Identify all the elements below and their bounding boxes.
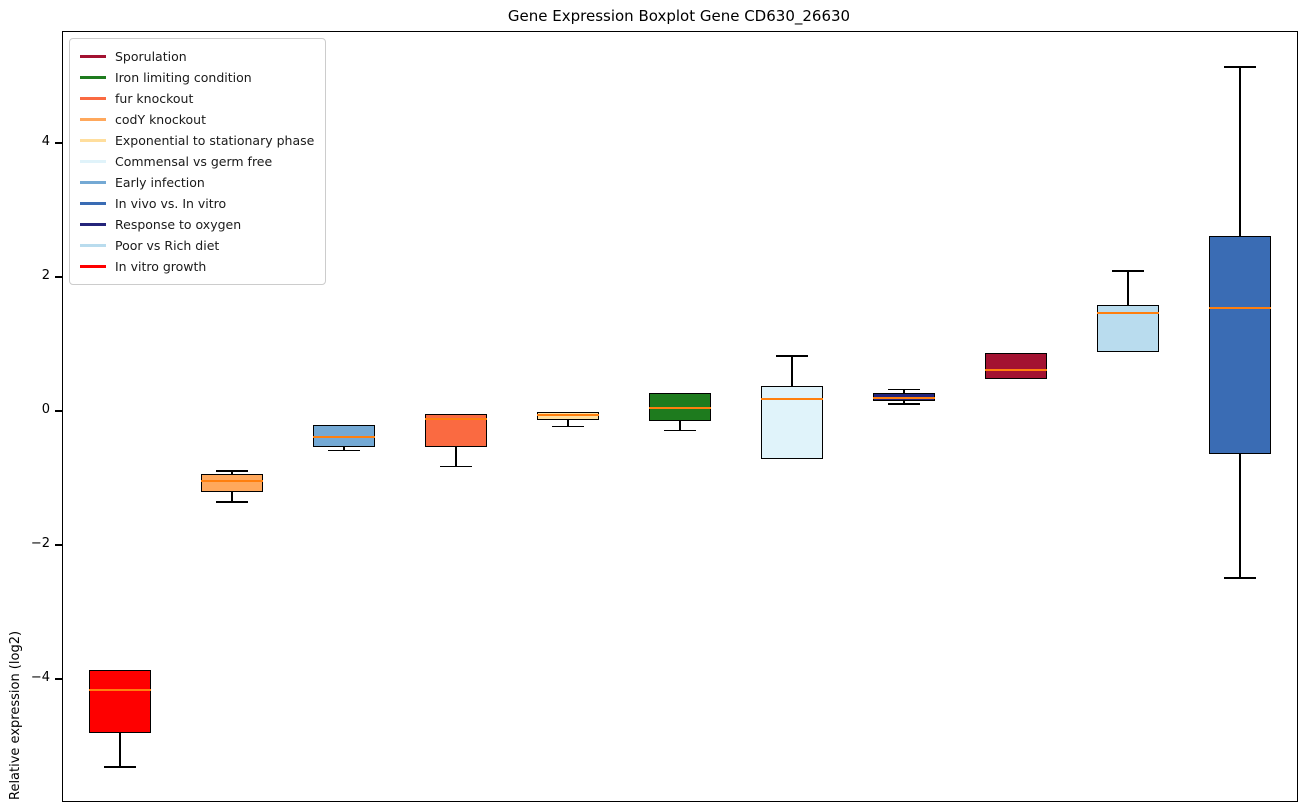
median-line xyxy=(89,688,151,691)
box xyxy=(201,474,263,493)
y-tick-mark xyxy=(55,142,62,144)
box xyxy=(313,425,375,448)
lower-whisker xyxy=(119,733,121,767)
legend-line-swatch xyxy=(80,181,106,184)
box xyxy=(649,393,711,421)
y-tick-mark xyxy=(55,544,62,546)
legend-box: Sporulation Iron limiting condition fur kn… xyxy=(69,38,327,285)
lower-whisker-cap xyxy=(552,425,584,428)
upper-whisker-cap xyxy=(1224,66,1256,68)
legend-item: Poor vs Rich diet xyxy=(80,235,314,256)
legend-line-swatch xyxy=(80,55,106,58)
legend-line-swatch xyxy=(80,202,106,205)
legend-line-swatch xyxy=(80,160,106,163)
y-tick-label: 0 xyxy=(41,401,50,417)
legend-label: Sporulation xyxy=(115,49,187,64)
box xyxy=(761,385,823,459)
legend-line-swatch xyxy=(80,244,106,247)
median-line xyxy=(761,398,823,401)
legend-item: fur knockout xyxy=(80,88,314,109)
legend-label: Iron limiting condition xyxy=(115,70,252,85)
legend-item: In vitro growth xyxy=(80,256,314,277)
legend-line-swatch xyxy=(80,265,106,268)
median-line xyxy=(649,407,711,410)
lower-whisker xyxy=(455,446,457,467)
lower-whisker xyxy=(679,420,681,431)
legend-label: Early infection xyxy=(115,175,205,190)
upper-whisker-cap xyxy=(776,355,808,357)
lower-whisker xyxy=(1239,454,1241,578)
y-tick-label: 2 xyxy=(41,267,50,283)
median-line xyxy=(425,417,487,420)
upper-whisker xyxy=(903,389,905,394)
legend-item: Response to oxygen xyxy=(80,214,314,235)
legend-item: Sporulation xyxy=(80,46,314,67)
y-tick-label: 4 xyxy=(41,133,50,149)
legend-label: fur knockout xyxy=(115,91,194,106)
lower-whisker-cap xyxy=(216,501,248,503)
legend-label: Exponential to stationary phase xyxy=(115,133,315,148)
lower-whisker-cap xyxy=(328,449,360,452)
lower-whisker-cap xyxy=(104,766,136,768)
upper-whisker-cap xyxy=(216,470,248,472)
legend-line-swatch xyxy=(80,139,106,142)
legend-item: Early infection xyxy=(80,172,314,193)
median-line xyxy=(201,479,263,482)
legend-label: In vivo vs. In vitro xyxy=(115,196,227,211)
lower-whisker-cap xyxy=(1224,577,1256,579)
legend-line-swatch xyxy=(80,97,106,100)
median-line xyxy=(1209,306,1271,309)
y-tick-mark xyxy=(55,678,62,680)
upper-whisker-cap xyxy=(1112,270,1144,272)
legend-item: codY knockout xyxy=(80,109,314,130)
legend-item: Commensal vs germ free xyxy=(80,151,314,172)
box xyxy=(985,352,1047,379)
legend-label: Poor vs Rich diet xyxy=(115,238,220,253)
upper-whisker xyxy=(1127,271,1129,305)
legend-list: Sporulation Iron limiting condition fur kn… xyxy=(80,46,314,277)
legend-line-swatch xyxy=(80,76,106,79)
median-line xyxy=(1097,311,1159,314)
legend-label: In vitro growth xyxy=(115,259,207,274)
lower-whisker-cap xyxy=(888,403,920,405)
legend-item: Exponential to stationary phase xyxy=(80,130,314,151)
y-tick-label: −4 xyxy=(30,669,50,685)
chart-title: Gene Expression Boxplot Gene CD630_26630 xyxy=(507,7,851,25)
median-line xyxy=(985,368,1047,371)
upper-whisker xyxy=(1239,66,1241,236)
lower-whisker xyxy=(343,447,345,451)
lower-whisker xyxy=(231,492,233,503)
legend-label: Commensal vs germ free xyxy=(115,154,273,169)
upper-whisker xyxy=(231,470,233,475)
lower-whisker-cap xyxy=(440,465,472,468)
legend-line-swatch xyxy=(80,223,106,226)
legend-item: Iron limiting condition xyxy=(80,67,314,88)
legend-label: codY knockout xyxy=(115,112,207,127)
lower-whisker-cap xyxy=(664,429,696,432)
box xyxy=(89,669,151,734)
median-line xyxy=(537,414,599,417)
upper-whisker-cap xyxy=(888,388,920,391)
median-line xyxy=(313,436,375,439)
y-tick-label: −2 xyxy=(30,535,50,551)
legend-line-swatch xyxy=(80,118,106,121)
lower-whisker xyxy=(903,401,905,404)
upper-whisker xyxy=(791,356,793,386)
legend-label: Response to oxygen xyxy=(115,217,242,232)
y-tick-mark xyxy=(55,276,62,278)
median-line xyxy=(873,396,935,399)
y-tick-mark xyxy=(55,410,62,412)
plot-area: Sporulation Iron limiting condition fur kn… xyxy=(62,31,1298,802)
lower-whisker xyxy=(567,419,569,427)
legend-item: In vivo vs. In vitro xyxy=(80,193,314,214)
box xyxy=(1209,235,1271,454)
